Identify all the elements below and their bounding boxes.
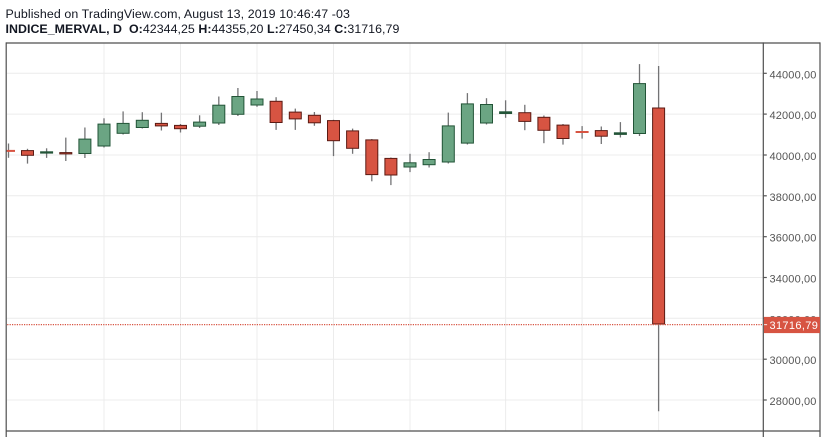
svg-text:34000,00: 34000,00 xyxy=(770,274,817,286)
svg-text:44000,00: 44000,00 xyxy=(770,69,817,81)
svg-text:42000,00: 42000,00 xyxy=(770,110,817,122)
svg-text:40000,00: 40000,00 xyxy=(770,151,817,163)
svg-text:31716,79: 31716,79 xyxy=(770,320,819,332)
svg-text:38000,00: 38000,00 xyxy=(770,192,817,204)
svg-text:36000,00: 36000,00 xyxy=(770,233,817,245)
svg-text:28000,00: 28000,00 xyxy=(770,396,817,408)
svg-text:30000,00: 30000,00 xyxy=(770,355,817,367)
